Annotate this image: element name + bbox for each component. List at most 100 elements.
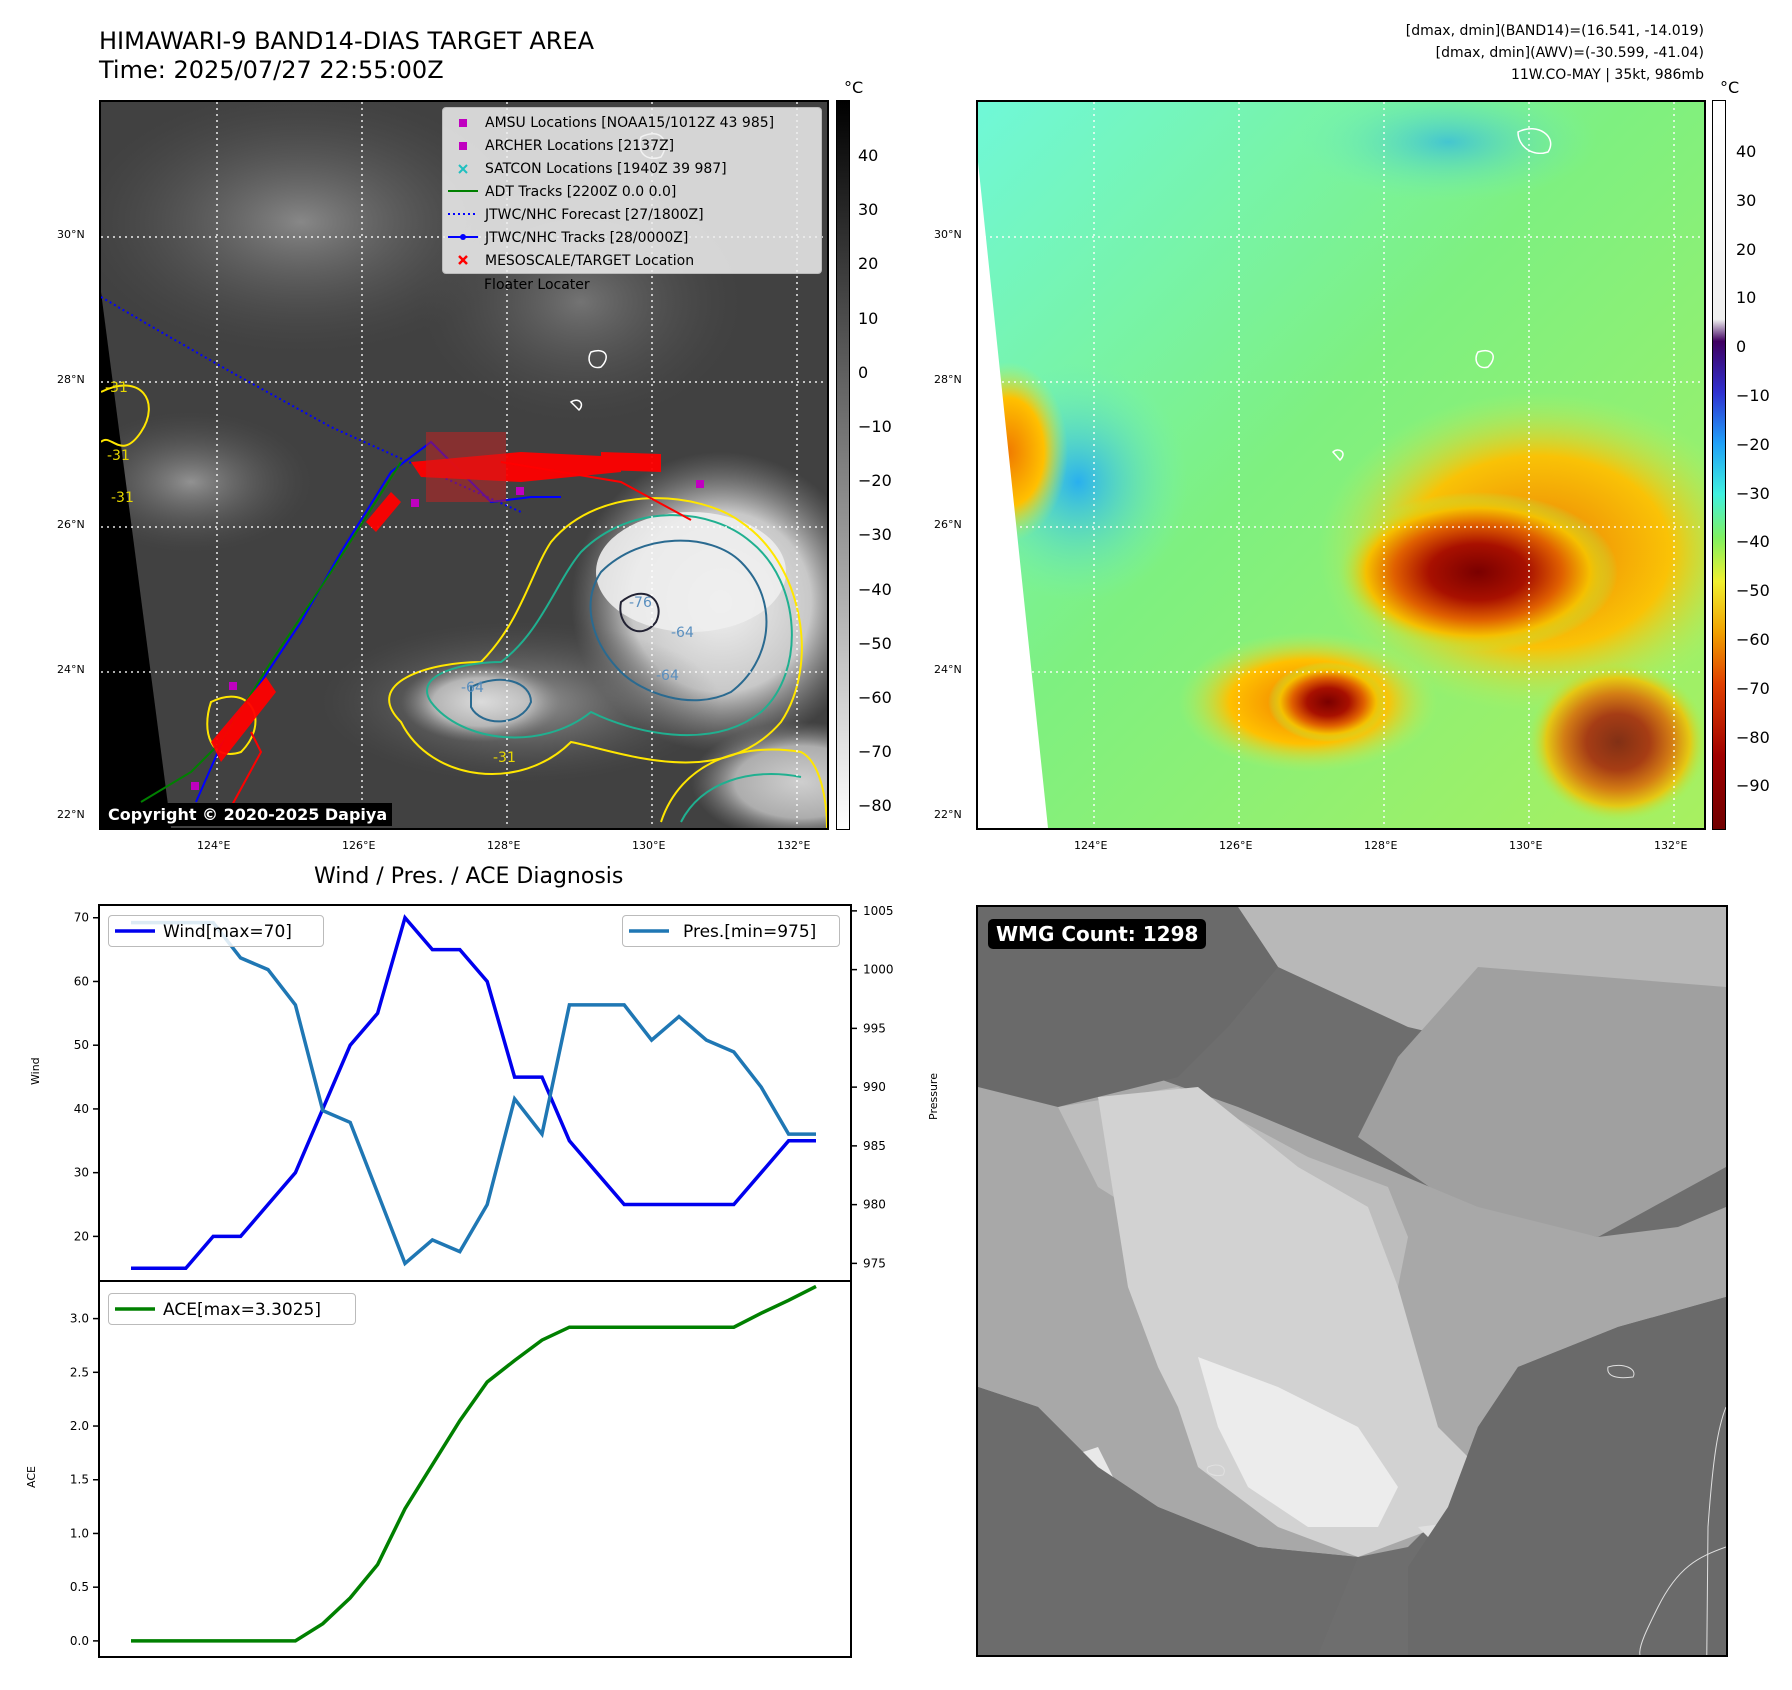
wind-legend-label: Wind[max=70] bbox=[163, 922, 292, 942]
ace-axis-label: ACE bbox=[25, 1466, 38, 1488]
axis-tick-label: 30 bbox=[74, 1166, 89, 1180]
awv-colorbar-tick: −50 bbox=[1736, 581, 1770, 601]
legend-adt: ADT Tracks [2200Z 0.0 0.0] bbox=[485, 184, 677, 200]
awv-colorbar-tick: −70 bbox=[1736, 678, 1770, 698]
contour-label: -31 bbox=[111, 490, 134, 506]
lat-tick-label: 30°N bbox=[57, 228, 85, 241]
contour-label: -64 bbox=[656, 668, 679, 684]
ir-colorbar-tick: −60 bbox=[858, 688, 892, 707]
diagnosis-charts: 70 60 50 40 30 20 1005 1000 995 990 985 980 975 3.0… bbox=[25, 904, 940, 1658]
ir-colorbar-tick: −70 bbox=[858, 742, 892, 762]
contour-label: -76 bbox=[629, 595, 652, 611]
ir-colorbar-tick: 0 bbox=[858, 362, 869, 382]
ir-legend-markers bbox=[448, 119, 478, 265]
figure-time: Time: 2025/07/27 22:55:00Z bbox=[99, 56, 444, 84]
axis-tick-label: 0.0 bbox=[70, 1634, 89, 1648]
wind-legend: Wind[max=70] bbox=[108, 915, 324, 947]
lon-tick-label: 128°E bbox=[1364, 839, 1398, 852]
awv-colorbar-tick: −90 bbox=[1736, 776, 1770, 796]
lat-tick-label: 30°N bbox=[934, 228, 962, 241]
axis-tick-label: 50 bbox=[74, 1038, 89, 1052]
lat-tick-label: 26°N bbox=[934, 518, 962, 531]
axis-tick-label: 20 bbox=[74, 1229, 89, 1243]
legend-satcon: SATCON Locations [1940Z 39 987] bbox=[485, 161, 727, 177]
axis-tick-label: 1.5 bbox=[70, 1473, 89, 1487]
ir-colorbar-tick: 10 bbox=[858, 308, 879, 328]
awv-colorbar-tick: 20 bbox=[1736, 239, 1757, 259]
ir-colorbar-unit: °C bbox=[844, 78, 864, 97]
ir-colorbar-tick: −30 bbox=[858, 525, 892, 545]
lat-tick-label: 26°N bbox=[57, 518, 85, 531]
lat-tick-label: 22°N bbox=[934, 808, 962, 821]
pressure-legend-label: Pres.[min=975] bbox=[683, 922, 817, 942]
axis-tick-label: 980 bbox=[863, 1198, 886, 1212]
figure-title: HIMAWARI-9 BAND14-DIAS TARGET AREA bbox=[99, 27, 595, 55]
legend-mesoscale: MESOSCALE/TARGET Location bbox=[485, 253, 695, 269]
lon-tick-label: 130°E bbox=[632, 839, 666, 852]
axis-tick-label: 1000 bbox=[863, 963, 894, 977]
awv-colorbar-tick: −20 bbox=[1736, 434, 1770, 454]
wind-axis-label: Wind bbox=[29, 1057, 42, 1085]
awv-colorbar-tick: 40 bbox=[1736, 142, 1757, 161]
awv-map-image bbox=[978, 102, 1704, 828]
ace-legend-label: ACE[max=3.3025] bbox=[163, 1300, 321, 1320]
wmg-panel: WMG Count: 1298 bbox=[976, 905, 1728, 1657]
legend-archer: ARCHER Locations [2137Z] bbox=[485, 138, 675, 154]
axis-tick-label: 975 bbox=[863, 1256, 886, 1270]
legend-jtwc-forecast: JTWC/NHC Forecast [27/1800Z] bbox=[485, 207, 704, 223]
awv-colorbar-tick: −80 bbox=[1736, 727, 1770, 747]
lon-tick-label: 132°E bbox=[777, 839, 811, 852]
axis-tick-label: 0.5 bbox=[70, 1580, 89, 1594]
legend-floater: Floater Locater bbox=[484, 277, 590, 293]
lon-tick-label: 126°E bbox=[1219, 839, 1253, 852]
awv-colorbar bbox=[1712, 100, 1726, 830]
ir-colorbar-tick: −20 bbox=[858, 471, 892, 491]
axis-tick-label: 1.0 bbox=[70, 1526, 89, 1540]
axis-tick-label: 3.0 bbox=[70, 1312, 89, 1326]
info-band14: [dmax, dmin](BAND14)=(16.541, -14.019) bbox=[1405, 23, 1704, 39]
axis-tick-label: 70 bbox=[74, 911, 89, 925]
awv-map-panel bbox=[976, 100, 1706, 830]
awv-colorbar-tick: 0 bbox=[1736, 337, 1747, 357]
ace-frame bbox=[98, 1280, 852, 1658]
axis-tick-label: 2.0 bbox=[70, 1419, 89, 1433]
axis-tick-label: 995 bbox=[863, 1021, 886, 1035]
ir-colorbar-tick: 20 bbox=[858, 254, 879, 274]
axis-tick-label: 60 bbox=[74, 974, 89, 988]
lon-tick-label: 130°E bbox=[1509, 839, 1543, 852]
lon-tick-label: 126°E bbox=[342, 839, 376, 852]
legend-amsu: AMSU Locations [NOAA15/1012Z 43 985] bbox=[485, 115, 775, 131]
ir-colorbar-tick: −10 bbox=[858, 417, 892, 436]
lat-tick-label: 28°N bbox=[934, 373, 962, 386]
awv-colorbar-tick: 30 bbox=[1736, 190, 1757, 210]
pressure-axis-label: Pressure bbox=[927, 1073, 940, 1120]
axis-tick-label: 985 bbox=[863, 1139, 886, 1153]
pressure-legend: Pres.[min=975] bbox=[622, 915, 840, 947]
ir-colorbar-tick: −40 bbox=[858, 579, 892, 599]
awv-colorbar-tick: −40 bbox=[1736, 532, 1770, 552]
awv-colorbar-tick: −10 bbox=[1736, 386, 1770, 405]
awv-colorbar-unit: °C bbox=[1720, 78, 1740, 97]
contour-label: -64 bbox=[671, 625, 694, 641]
lon-tick-label: 124°E bbox=[197, 839, 231, 852]
contour-label: -31 bbox=[105, 380, 128, 396]
info-storm: 11W.CO-MAY | 35kt, 986mb bbox=[1510, 67, 1704, 83]
lat-tick-label: 22°N bbox=[57, 808, 85, 821]
awv-colorbar-tick: −30 bbox=[1736, 483, 1770, 503]
awv-colorbar-tick: 10 bbox=[1736, 288, 1757, 308]
info-awv: [dmax, dmin](AWV)=(-30.599, -41.04) bbox=[1435, 45, 1704, 61]
contour-label: -64 bbox=[461, 680, 484, 696]
ir-colorbar-tick: 30 bbox=[858, 200, 879, 220]
wind-series-line bbox=[131, 914, 816, 1271]
ir-colorbar-tick: −50 bbox=[858, 633, 892, 653]
ace-series-line bbox=[131, 1284, 817, 1643]
ir-map-panel: -31 -31 -31 -31 -76 -64 -64 -64 AMSU Loc… bbox=[99, 100, 829, 830]
wmg-count-badge: WMG Count: 1298 bbox=[988, 919, 1207, 949]
lon-tick-label: 132°E bbox=[1654, 839, 1688, 852]
diagnosis-title: Wind / Pres. / ACE Diagnosis bbox=[314, 864, 624, 889]
awv-colorbar-tick: −60 bbox=[1736, 630, 1770, 649]
diagnosis-svg: 70 60 50 40 30 20 1005 1000 995 990 985 980 975 3.0… bbox=[70, 904, 894, 1658]
axis-tick-label: 40 bbox=[74, 1102, 89, 1116]
wmg-image bbox=[978, 907, 1726, 1655]
copyright-badge: Copyright © 2020-2025 Dapiya bbox=[103, 803, 393, 826]
